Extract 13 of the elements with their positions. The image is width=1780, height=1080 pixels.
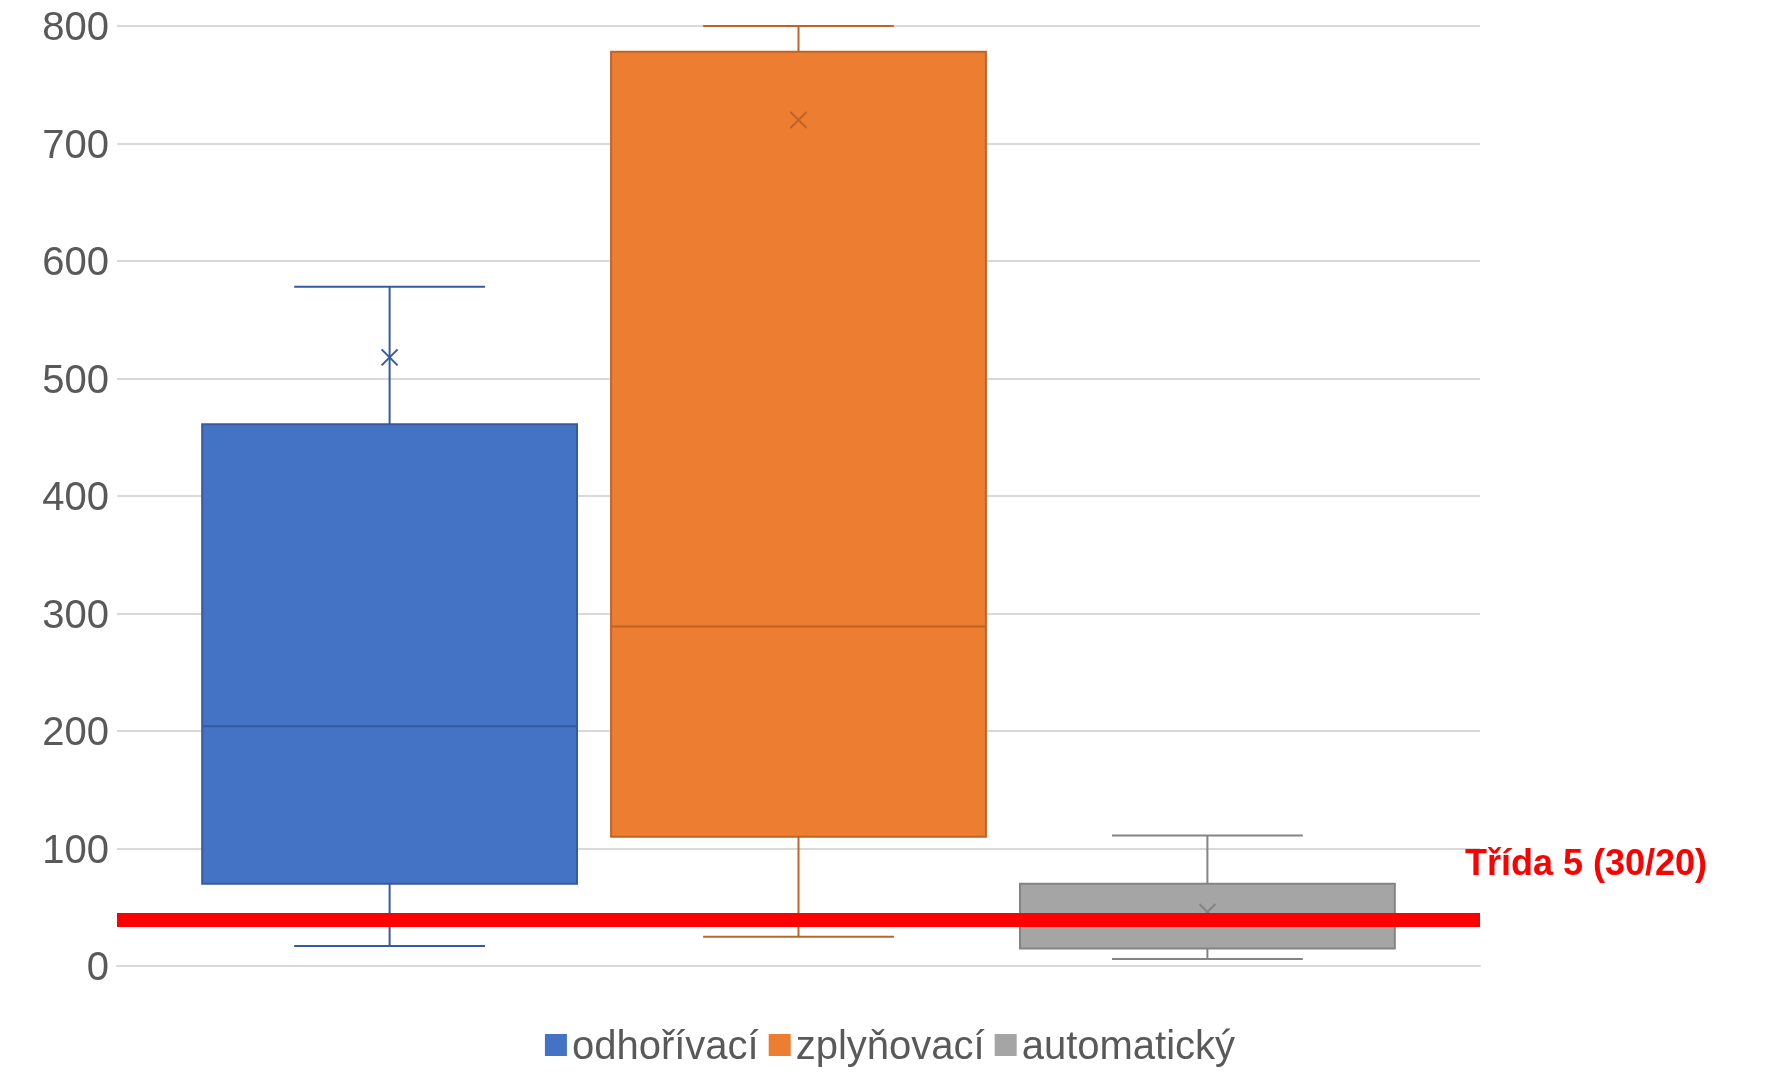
y-tick-label: 500 [42,356,109,401]
legend-label: automatický [1021,1023,1236,1067]
legend-label: zplyňovací [795,1023,985,1067]
y-tick-label: 0 [86,944,109,988]
ref-line-label: Třída 5 (30/20) [1465,841,1708,883]
y-tick-label: 100 [42,826,109,871]
y-tick-label: 600 [42,239,109,283]
y-tick-label: 400 [42,474,109,518]
y-tick-label: 800 [42,4,109,48]
y-tick-label: 300 [42,591,109,636]
y-tick-label: 200 [42,709,109,753]
legend-label: odhořívací [571,1023,759,1067]
y-tick-label: 700 [42,121,109,166]
